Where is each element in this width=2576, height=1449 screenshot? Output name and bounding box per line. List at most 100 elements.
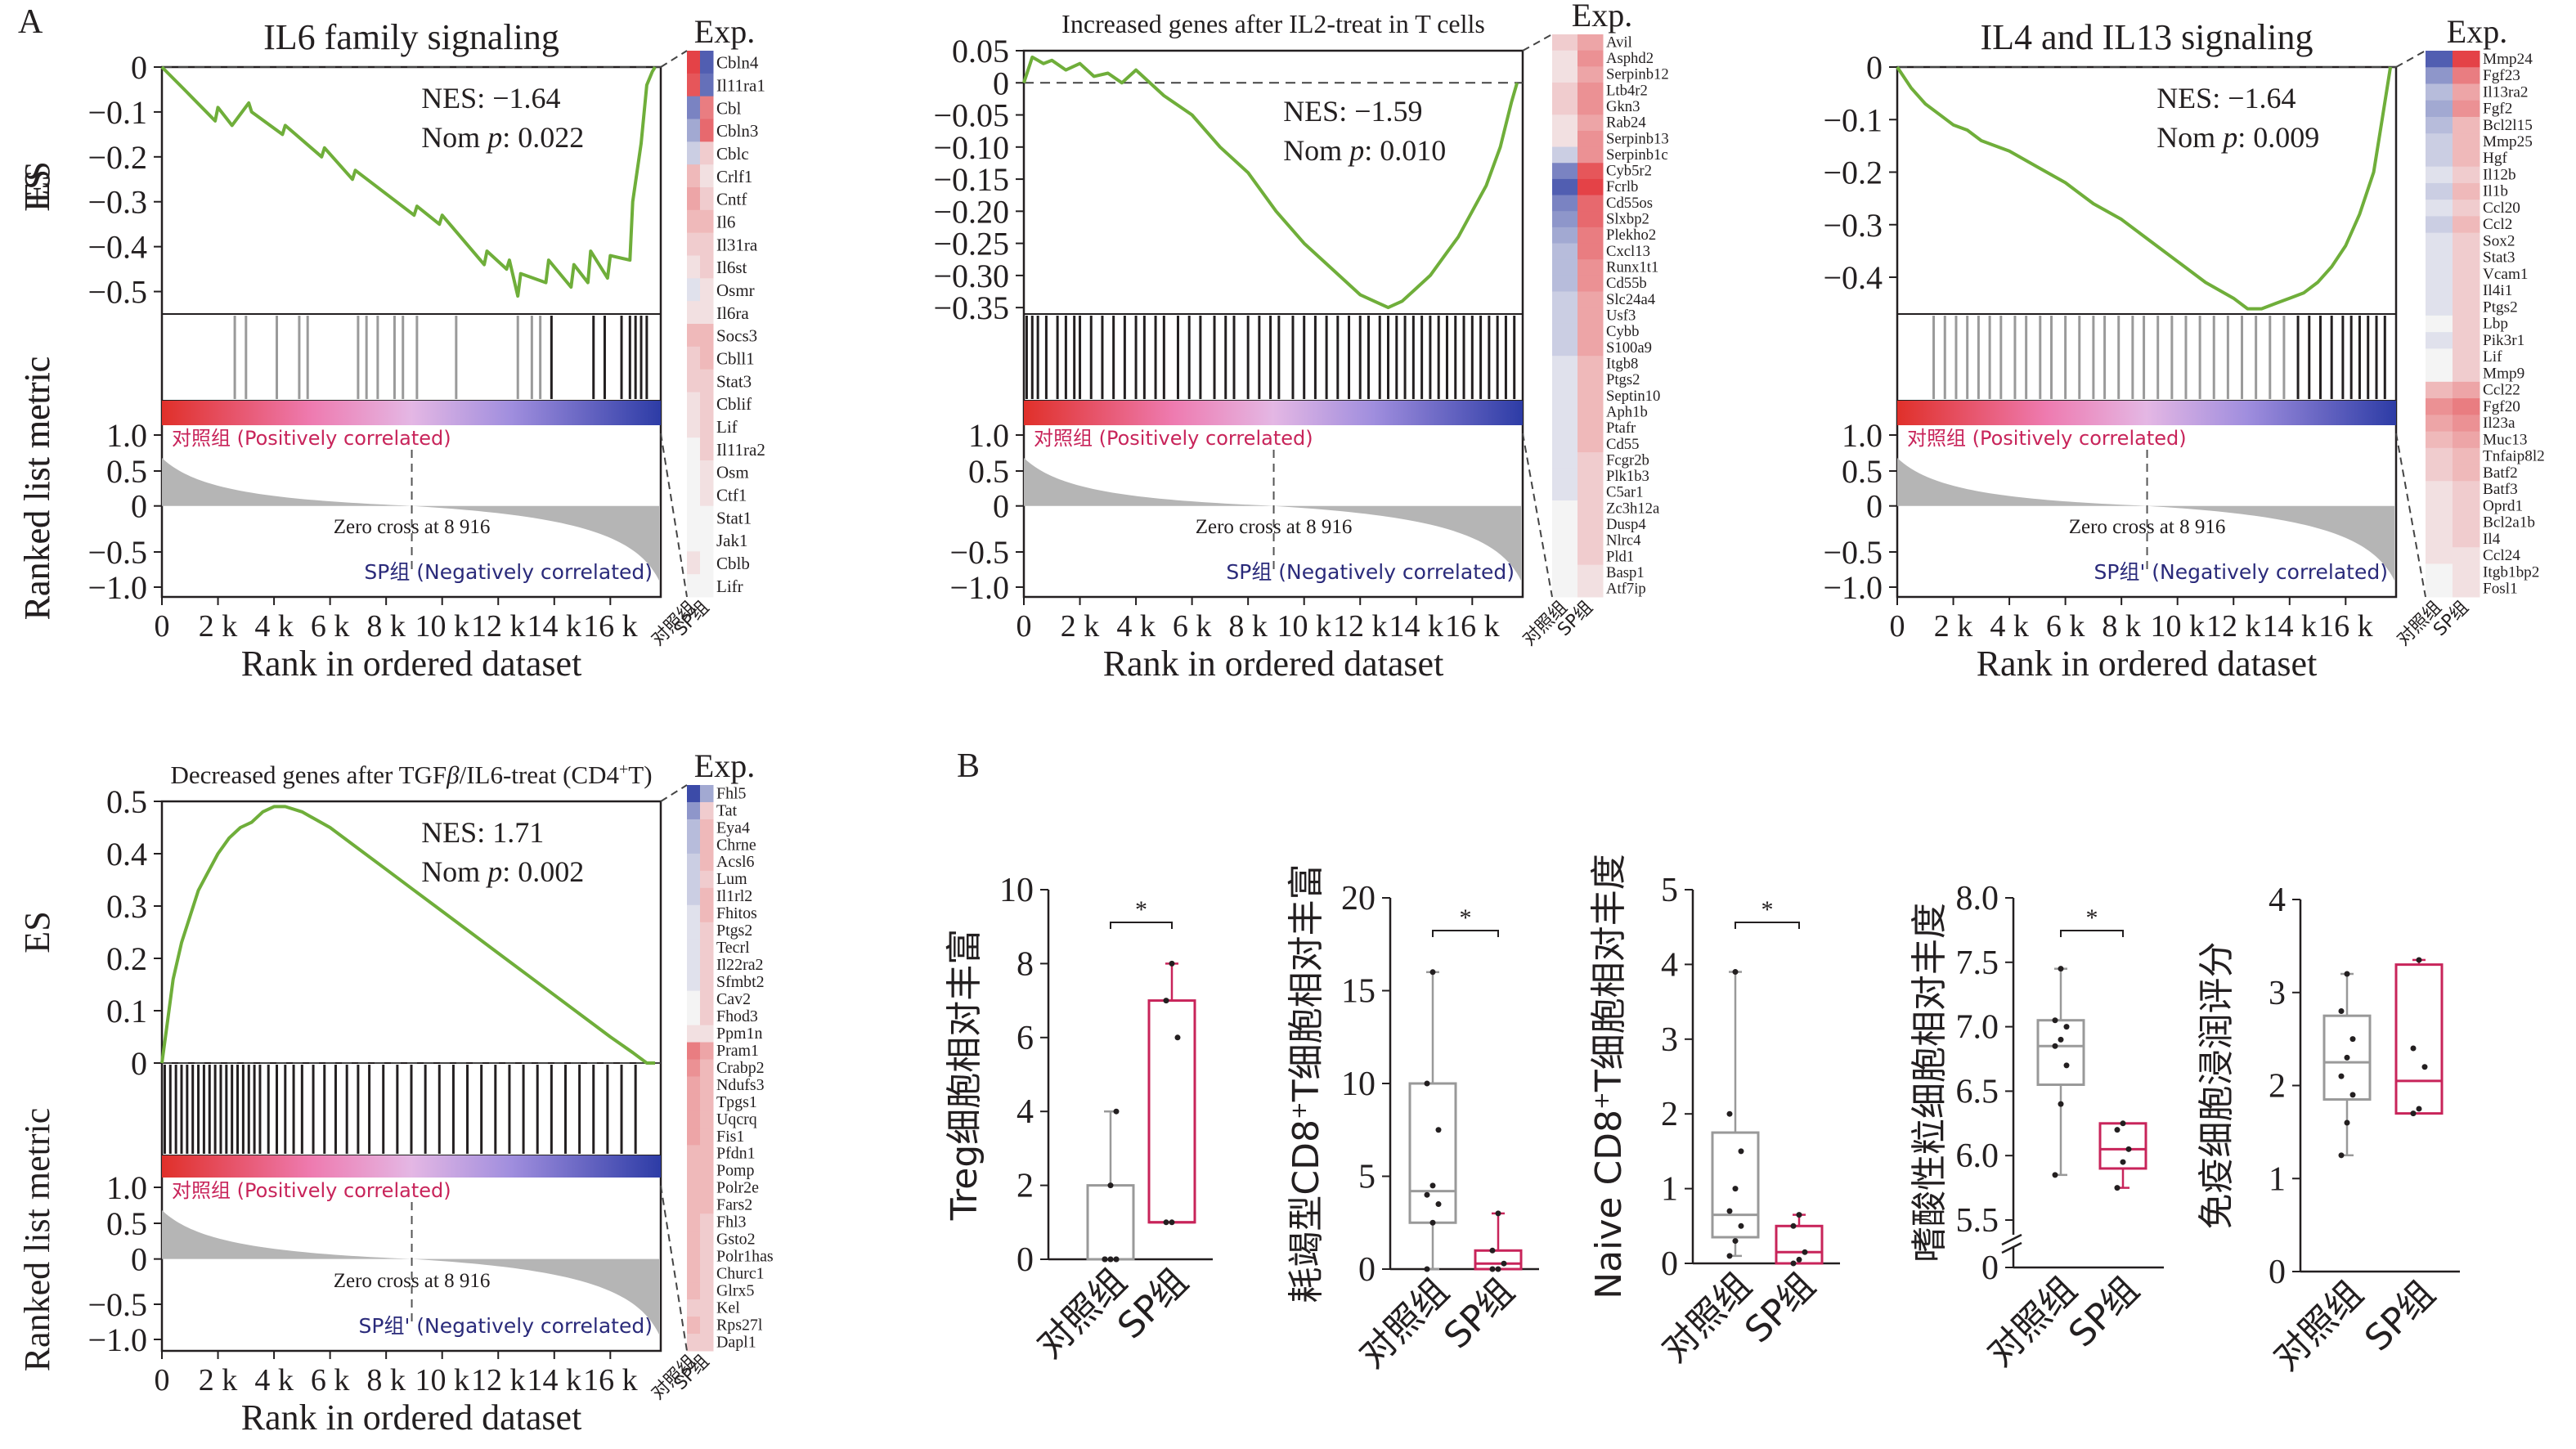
heatmap-cell xyxy=(700,551,714,575)
es-ytick-label: −0.3 xyxy=(1823,207,1883,244)
es-ytick-label: −0.30 xyxy=(933,258,1009,294)
title-beta: β xyxy=(446,760,460,789)
heatmap-cell xyxy=(687,819,701,837)
heatmap-cell xyxy=(700,785,714,803)
heatmap-cell xyxy=(2453,116,2480,134)
heatmap-cell xyxy=(687,1282,701,1300)
heatmap-cell xyxy=(1552,50,1578,67)
data-point xyxy=(2416,1106,2422,1112)
xtick-label: 0 xyxy=(1016,609,1032,644)
gene-label: Ptafr xyxy=(1606,419,1636,437)
data-point xyxy=(2114,1185,2120,1191)
es-ytick-label: 0.1 xyxy=(106,993,147,1030)
data-point xyxy=(2349,1036,2356,1043)
heatmap-cell xyxy=(1552,484,1578,501)
pvalue-prefix: Nom xyxy=(1283,134,1349,167)
gene-label: Pld1 xyxy=(1606,548,1634,565)
heatmap-cell xyxy=(700,232,714,256)
data-point xyxy=(2052,1043,2058,1049)
nes-label: NES: −1.64 xyxy=(421,82,560,114)
gene-label: Cbln3 xyxy=(716,121,758,141)
heatmap-cell xyxy=(2453,547,2480,565)
metric-ytick-label: −1.0 xyxy=(1823,569,1883,606)
heatmap-cell xyxy=(1577,388,1604,405)
gene-label: Il1rl2 xyxy=(716,887,752,905)
data-point xyxy=(1107,1256,1114,1263)
gene-label: Nlrc4 xyxy=(1606,532,1641,550)
heatmap-cell xyxy=(2426,381,2453,399)
heatmap-cell xyxy=(687,324,701,348)
es-ytick-label: −0.2 xyxy=(1823,155,1883,191)
pvalue-label: Nom p: 0.009 xyxy=(2156,121,2319,154)
gene-label: Tnfaip8l2 xyxy=(2483,448,2545,465)
heatmap-cell xyxy=(687,853,701,872)
ytick-label: 10 xyxy=(999,872,1034,909)
heatmap-cell xyxy=(687,1299,701,1317)
gene-label: Il6st xyxy=(716,258,747,277)
heatmap-cell xyxy=(1577,549,1604,566)
plot-title: IL4 and IL13 signaling xyxy=(1981,17,2313,57)
heatmap-cell xyxy=(2426,182,2453,200)
data-point xyxy=(1429,969,1436,976)
heatmap-cell xyxy=(700,1025,714,1043)
heatmap-cell xyxy=(700,119,714,142)
gene-label: Pram1 xyxy=(716,1042,759,1060)
gene-label: Asphd2 xyxy=(1606,50,1654,67)
gene-label: Ndufs3 xyxy=(716,1076,765,1094)
gene-label: Batf2 xyxy=(2483,464,2518,482)
gene-label: Serpinb1c xyxy=(1606,146,1668,164)
xtick-label: 2 k xyxy=(1061,609,1100,644)
data-point xyxy=(1429,1182,1436,1189)
heatmap-cell xyxy=(2453,166,2480,184)
data-point xyxy=(1174,1034,1181,1041)
es-axis-label: ES xyxy=(17,169,57,211)
pvalue-prefix: Nom xyxy=(421,855,487,888)
heatmap-cell xyxy=(687,836,701,855)
data-point xyxy=(1501,1260,1507,1267)
ranked-metric-area xyxy=(1897,458,2394,581)
metric-ytick-label: 0.5 xyxy=(106,1205,147,1242)
metric-ytick-label: 1.0 xyxy=(968,417,1009,454)
plot-frame xyxy=(160,800,662,1353)
gene-label: Fhitos xyxy=(716,904,757,922)
metric-ytick-label: 0 xyxy=(1866,488,1883,525)
heatmap-cell xyxy=(2426,332,2453,349)
pvalue-prefix: Nom xyxy=(421,121,487,154)
heatmap-cell xyxy=(687,1196,701,1214)
heatmap-cell xyxy=(2426,83,2453,101)
heatmap-cell xyxy=(700,51,714,74)
es-ytick-label: −0.5 xyxy=(88,274,147,311)
heatmap-cell xyxy=(1552,581,1578,598)
heatmap-cell xyxy=(2426,298,2453,316)
data-point xyxy=(2125,1146,2132,1152)
gene-label: Slxbp2 xyxy=(1606,211,1649,228)
gene-label: Lbp xyxy=(2483,316,2508,333)
axis-break-mark xyxy=(2001,1233,2022,1246)
heatmap-cell xyxy=(700,1248,714,1266)
gene-label: Fgf2 xyxy=(2483,101,2512,118)
gene-label: Serpinb12 xyxy=(1606,66,1669,83)
ytick-label: 0 xyxy=(1016,1241,1034,1279)
heatmap-cell xyxy=(2453,83,2480,101)
heatmap-cell xyxy=(687,392,701,415)
gene-label: Ptgs2 xyxy=(716,922,752,940)
gene-label: Cav2 xyxy=(716,990,751,1008)
leader-line xyxy=(660,50,688,68)
rank-color-bar xyxy=(162,1155,661,1178)
gsea-plot-3: IL4 and IL13 signaling 0 −0.1 −0.2 −0.3 −0.4 E… xyxy=(17,13,2545,684)
gene-label: Ccl22 xyxy=(2483,382,2520,399)
gene-label: Lifr xyxy=(716,576,743,596)
gene-label: Il31ra xyxy=(716,235,758,254)
gene-label: Batf3 xyxy=(2483,481,2518,498)
heatmap-cell xyxy=(1552,419,1578,437)
heatmap-cell xyxy=(1577,307,1604,325)
data-point xyxy=(1726,1110,1733,1117)
heatmap-cell xyxy=(687,1059,701,1077)
ytick-label: 4 xyxy=(1016,1093,1034,1131)
heatmap-cell xyxy=(687,415,701,438)
heatmap-cell xyxy=(700,278,714,302)
gene-label: Avil xyxy=(1606,34,1632,51)
heatmap-cell xyxy=(687,1317,701,1335)
